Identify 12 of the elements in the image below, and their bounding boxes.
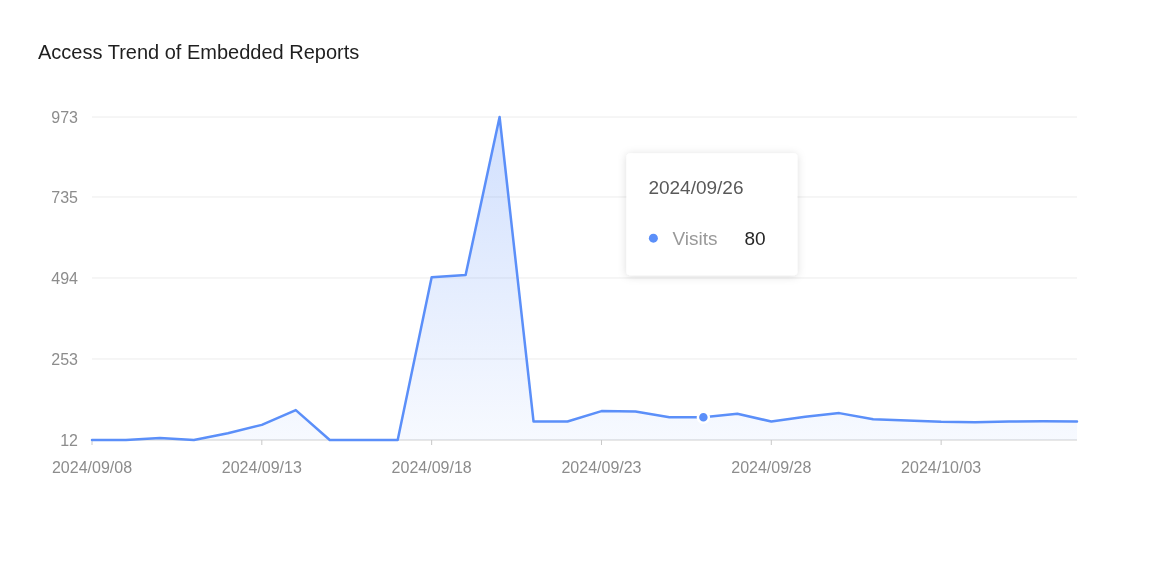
x-tick-label: 2024/09/23 [561, 459, 642, 476]
y-tick-label: 494 [51, 269, 79, 287]
x-tick-label: 2024/09/18 [391, 459, 472, 476]
x-tick-label: 2024/09/28 [731, 459, 812, 476]
y-tick-label: 735 [51, 188, 79, 206]
y-tick-label: 12 [60, 431, 79, 449]
x-tick-label: 2024/10/03 [901, 459, 982, 476]
y-tick-label: 973 [51, 108, 79, 126]
chart-title: Access Trend of Embedded Reports [38, 41, 360, 63]
x-tick-label: 2024/09/13 [221, 459, 302, 476]
y-tick-label: 253 [51, 350, 79, 368]
x-tick-label: 2024/09/08 [51, 459, 133, 476]
